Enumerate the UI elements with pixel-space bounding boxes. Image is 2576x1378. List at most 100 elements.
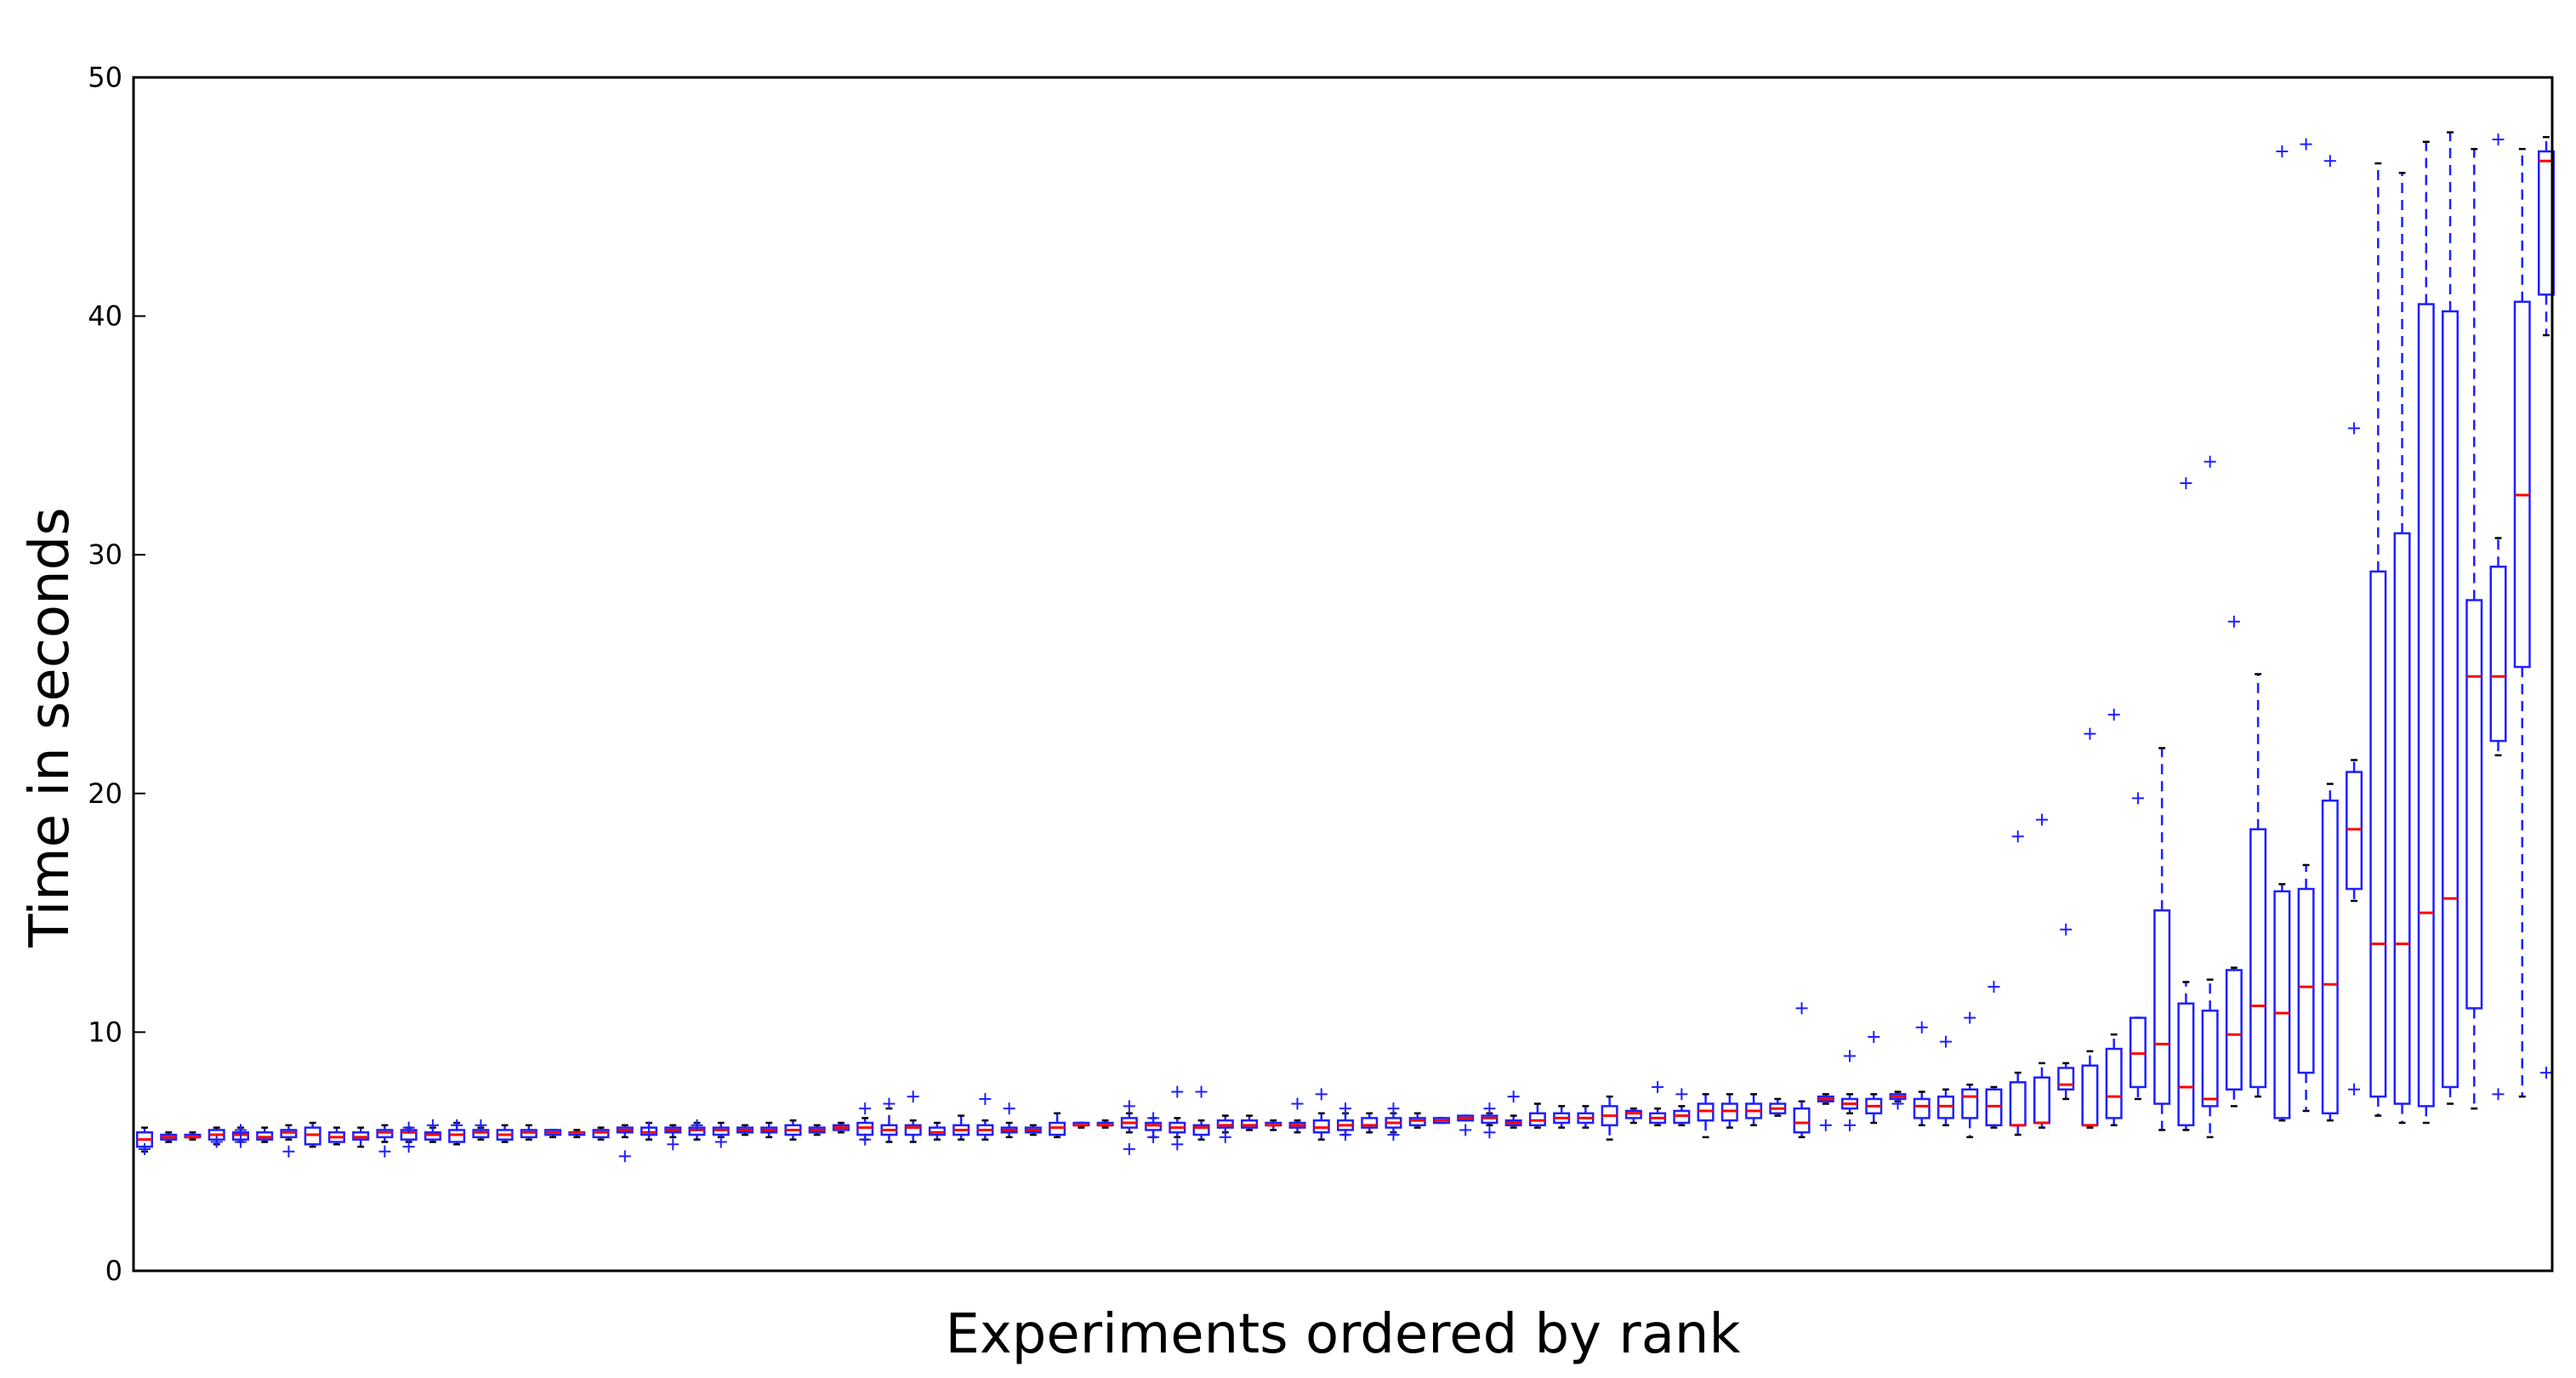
flier-marker: [1987, 981, 2000, 994]
box-iqr: [2081, 1064, 2099, 1127]
flier-marker: [378, 1145, 391, 1158]
flier-marker: [2204, 455, 2216, 468]
box-97: [2442, 131, 2459, 1105]
box-58: [1504, 1090, 1522, 1129]
box-83: [2105, 709, 2123, 1127]
box-8: [304, 1121, 321, 1148]
box-70: [1793, 1002, 1811, 1139]
y-tick-label: 30: [88, 538, 122, 571]
flier-marker: [402, 1121, 415, 1134]
y-tick-label: 40: [88, 300, 122, 333]
x-axis-title: Experiments ordered by rank: [945, 1303, 1740, 1366]
box-iqr: [2513, 300, 2531, 669]
box-plot-marks: [135, 131, 2556, 1163]
flier-marker: [2060, 923, 2073, 936]
box-iqr: [2369, 570, 2387, 1098]
box-91: [2297, 138, 2315, 1113]
box-iqr: [2033, 1076, 2050, 1125]
flier-marker: [210, 1136, 223, 1148]
box-93: [2346, 422, 2363, 1096]
flier-marker: [1483, 1102, 1496, 1115]
flier-marker: [1147, 1112, 1160, 1125]
box-iqr: [2105, 1047, 2123, 1119]
flier-marker: [1819, 1119, 1832, 1131]
box-39: [1049, 1112, 1066, 1139]
box-12: [400, 1121, 418, 1153]
box-iqr: [2177, 1002, 2195, 1127]
box-30: [832, 1121, 850, 1134]
box-iqr: [1361, 1117, 1379, 1129]
box-14: [448, 1119, 466, 1146]
box-100: [2513, 147, 2531, 1098]
flier-marker: [691, 1119, 703, 1131]
flier-marker: [1171, 1085, 1184, 1098]
y-tick-label: 0: [105, 1255, 122, 1287]
box-31: [856, 1102, 874, 1146]
box-iqr: [2201, 1009, 2219, 1108]
box-57: [1481, 1102, 1498, 1139]
box-62: [1601, 1095, 1618, 1141]
box-71: [1817, 1093, 1834, 1131]
box-41: [1096, 1119, 1114, 1129]
flier-marker: [1964, 1011, 1976, 1024]
flier-marker: [1147, 1130, 1160, 1143]
y-axis-ticks: 0 10 20 30 40 50: [88, 61, 145, 1287]
box-33: [904, 1090, 922, 1143]
y-tick-label: 10: [88, 1016, 122, 1048]
box-84: [2129, 792, 2147, 1101]
box-iqr: [2153, 909, 2171, 1105]
flier-marker: [1195, 1085, 1208, 1098]
box-35: [952, 1114, 970, 1141]
box-2: [160, 1131, 178, 1143]
box-iqr: [2393, 532, 2411, 1105]
flier-marker: [2131, 792, 2144, 805]
box-59: [1528, 1102, 1546, 1129]
box-11: [376, 1124, 394, 1158]
box-67: [1720, 1093, 1738, 1129]
box-66: [1697, 1093, 1714, 1139]
box-48: [1265, 1119, 1282, 1131]
flier-marker: [1171, 1138, 1184, 1151]
flier-marker: [2348, 1083, 2361, 1096]
box-65: [1673, 1088, 1691, 1127]
flier-marker: [1291, 1097, 1304, 1110]
box-64: [1649, 1080, 1667, 1127]
box-90: [2273, 145, 2291, 1122]
box-23: [664, 1124, 682, 1151]
flier-marker: [2492, 133, 2505, 145]
flier-marker: [1675, 1088, 1688, 1101]
flier-marker: [2276, 145, 2289, 157]
box-34: [928, 1121, 946, 1141]
box-63: [1624, 1107, 1642, 1125]
flier-marker: [451, 1119, 463, 1131]
flier-marker: [1915, 1021, 1928, 1034]
box-5: [231, 1124, 249, 1148]
flier-marker: [1844, 1119, 1857, 1131]
flier-marker: [1315, 1088, 1328, 1101]
box-16: [496, 1124, 514, 1143]
flier-marker: [2323, 155, 2336, 168]
flier-marker: [1339, 1129, 1351, 1142]
box-73: [1865, 1031, 1883, 1125]
box-38: [1024, 1124, 1042, 1136]
box-13: [424, 1119, 441, 1143]
box-87: [2201, 455, 2219, 1139]
box-iqr: [2442, 310, 2459, 1089]
box-46: [1216, 1114, 1234, 1143]
box-98: [2465, 147, 2483, 1110]
y-tick-label: 20: [88, 777, 122, 810]
box-99: [2489, 133, 2507, 1101]
flier-marker: [282, 1145, 295, 1158]
flier-marker: [1003, 1102, 1015, 1115]
box-18: [544, 1129, 562, 1139]
flier-marker: [1483, 1126, 1496, 1139]
box-37: [1000, 1102, 1018, 1139]
box-86: [2177, 477, 2195, 1131]
flier-marker: [402, 1141, 415, 1153]
box-22: [640, 1121, 658, 1141]
flier-marker: [2011, 830, 2024, 843]
box-20: [592, 1126, 610, 1141]
box-iqr: [1913, 1097, 1931, 1119]
box-54: [1408, 1112, 1426, 1129]
